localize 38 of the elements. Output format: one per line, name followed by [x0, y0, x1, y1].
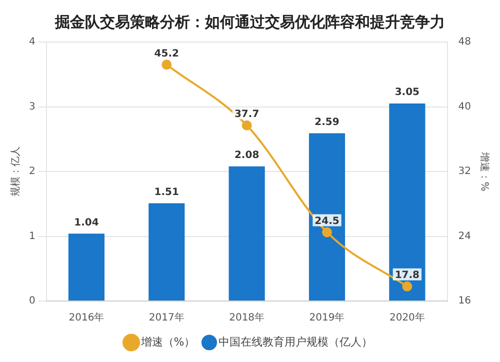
x-tick-label: 2016年 [68, 312, 104, 324]
data-label: 45.2 [154, 48, 180, 60]
data-label: 1.04 [74, 217, 99, 228]
point [242, 120, 252, 130]
data-label: 2.59 [314, 116, 340, 128]
chart-title: 掘金队交易策略分析：如何通过交易优化阵容和提升竞争力 [54, 12, 445, 31]
bar [308, 133, 346, 300]
legend-label: 增速（%） [140, 335, 196, 348]
bar [389, 104, 426, 300]
y-tick-label: 2 [28, 166, 36, 178]
x-tick-label: 2018年 [229, 312, 265, 324]
data-label: 1.51 [154, 186, 180, 198]
y2-axis-title: 增速：% [478, 150, 490, 192]
legend-label: 中国在线教育用户规模（亿人） [218, 335, 373, 348]
bar [68, 234, 104, 300]
data-label: 37.7 [234, 108, 260, 120]
point [322, 227, 332, 238]
point [162, 60, 172, 70]
y2-tick-label: 24 [458, 230, 472, 242]
y2-tick-label: 40 [458, 101, 472, 112]
data-label: 17.8 [394, 270, 420, 282]
y-axis-title: 规模：亿人 [10, 146, 22, 196]
x-tick-label: 2017年 [148, 312, 184, 324]
y-tick-label: 4 [28, 36, 36, 48]
bar [148, 203, 185, 300]
bar [228, 166, 265, 300]
data-label: 3.05 [394, 87, 420, 98]
x-tick-label: 2019年 [309, 312, 345, 324]
y-tick-label: 0 [28, 296, 36, 307]
x-tick-label: 2020年 [389, 312, 425, 324]
y2-tick-label: 32 [458, 166, 472, 178]
data-label: 24.5 [314, 216, 340, 227]
y-tick-label: 3 [28, 101, 36, 112]
y-tick-label: 1 [28, 230, 36, 242]
point [402, 281, 412, 292]
y2-tick-label: 16 [458, 296, 472, 307]
data-label: 2.08 [234, 150, 260, 161]
y2-tick-label: 48 [458, 36, 472, 48]
